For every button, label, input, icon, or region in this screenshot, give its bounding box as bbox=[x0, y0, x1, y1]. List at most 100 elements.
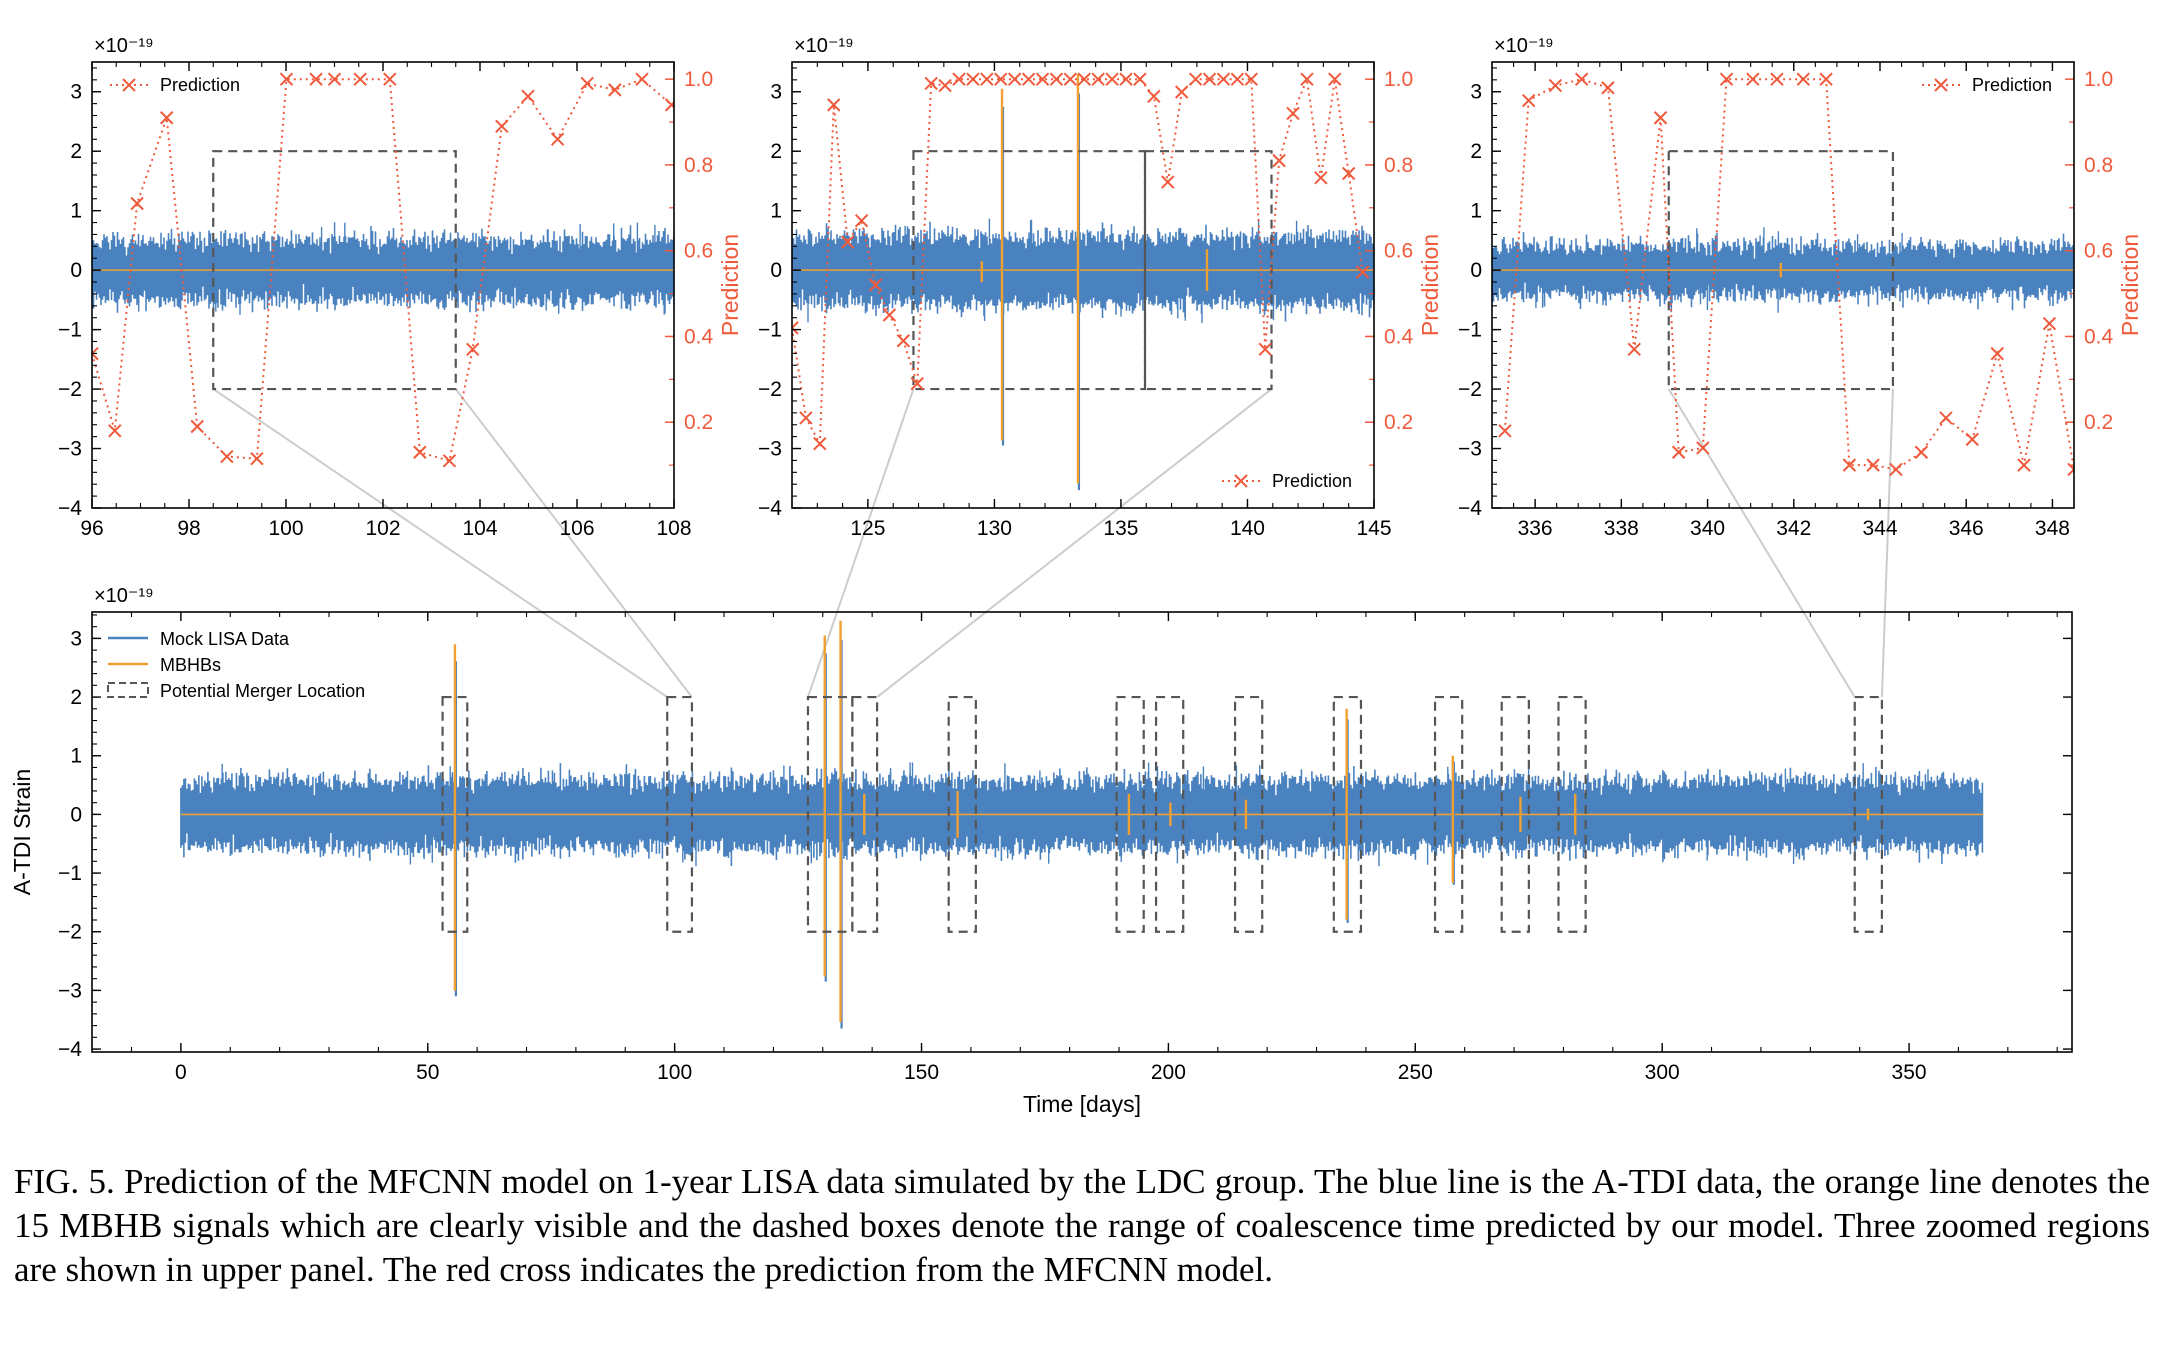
x-axis-tick-label: 200 bbox=[1151, 1061, 1186, 1084]
legend-swatch-prediction-marker bbox=[1934, 78, 1948, 92]
y-axis-tick-label: 1 bbox=[70, 745, 82, 768]
y-axis-tick-label: 2 bbox=[70, 686, 82, 709]
legend-swatch-prediction-marker bbox=[122, 78, 136, 92]
y-axis-tick-label: 2 bbox=[770, 140, 782, 163]
axes-frame bbox=[1491, 61, 2075, 509]
x-axis-tick-label: 140 bbox=[1230, 517, 1265, 540]
legend-label-prediction: Prediction bbox=[1972, 75, 2052, 95]
prediction-marker bbox=[868, 278, 883, 292]
y-axis-exponent-label: ×10⁻¹⁹ bbox=[794, 35, 854, 57]
right-axis-tick-label: 0.6 bbox=[1384, 240, 1413, 263]
prediction-marker bbox=[1866, 458, 1880, 472]
x-axis-tick-label: 348 bbox=[2035, 517, 2070, 540]
prediction-marker bbox=[1119, 72, 1133, 86]
prediction-marker bbox=[108, 424, 122, 438]
y-axis-tick-label: −4 bbox=[758, 497, 782, 520]
prediction-marker bbox=[1188, 72, 1203, 86]
zoom-connector-right bbox=[454, 388, 693, 698]
y-axis-tick-label: 1 bbox=[1470, 200, 1482, 223]
prediction-marker bbox=[1746, 72, 1760, 86]
potential-merger-box bbox=[1500, 695, 1530, 933]
y-axis-tick-label: 2 bbox=[70, 140, 82, 163]
prediction-marker bbox=[1314, 171, 1328, 185]
y-axis-label: A-TDI Strain bbox=[9, 769, 35, 896]
prediction-marker bbox=[580, 76, 594, 91]
prediction-marker bbox=[1174, 85, 1189, 99]
prediction-marker bbox=[664, 98, 674, 112]
prediction-marker bbox=[952, 72, 966, 86]
prediction-marker bbox=[1671, 445, 1686, 459]
right-axis-label: Prediction bbox=[1417, 234, 1443, 336]
x-axis-tick-label: 346 bbox=[1949, 517, 1984, 540]
figure-caption: FIG. 5. Prediction of the MFCNN model on… bbox=[14, 1162, 2150, 1289]
prediction-marker bbox=[1819, 72, 1833, 86]
y-axis-tick-label: 0 bbox=[70, 259, 82, 282]
mock-lisa-data-peaks bbox=[221, 762, 1929, 867]
zoom-connector-left bbox=[212, 388, 668, 698]
prediction-marker bbox=[1258, 342, 1272, 357]
y-axis-tick-label: −3 bbox=[58, 979, 82, 1002]
prediction-marker bbox=[854, 213, 869, 228]
prediction-marker bbox=[1548, 78, 1563, 93]
y-axis-exponent-label: ×10⁻¹⁹ bbox=[94, 35, 154, 57]
prediction-marker bbox=[190, 419, 204, 434]
prediction-marker bbox=[1244, 72, 1258, 86]
prediction-marker bbox=[966, 72, 980, 86]
prediction-marker bbox=[1161, 175, 1175, 189]
y-axis-tick-label: −3 bbox=[58, 438, 82, 461]
zoom-panel-days-335-348: 0.2 0.4 0.6 0.8 1.0 Prediction 336 338 340 342 344… bbox=[1458, 35, 2143, 540]
y-axis-tick-label: −1 bbox=[58, 319, 82, 342]
right-axis-tick-label: 0.8 bbox=[2084, 154, 2113, 177]
right-axis-tick-label: 0.4 bbox=[1384, 325, 1414, 348]
prediction-marker bbox=[896, 334, 911, 348]
mock-lisa-data-band bbox=[92, 225, 674, 314]
y-axis-exponent-label: ×10⁻¹⁹ bbox=[94, 585, 154, 607]
x-axis-tick-label: 96 bbox=[80, 517, 103, 540]
potential-merger-box bbox=[1667, 150, 1895, 391]
axes-frame bbox=[91, 611, 2073, 1053]
prediction-marker bbox=[1719, 72, 1734, 86]
y-axis-tick-label: −4 bbox=[58, 497, 82, 520]
prediction-marker bbox=[1077, 72, 1091, 86]
potential-merger-box bbox=[851, 695, 879, 933]
x-axis-tick-label: 344 bbox=[1862, 517, 1897, 540]
prediction-marker bbox=[1341, 166, 1356, 181]
prediction-marker bbox=[1796, 72, 1810, 86]
right-axis-tick-label: 1.0 bbox=[684, 68, 713, 91]
mock-lisa-data-band bbox=[792, 221, 1374, 322]
right-axis-label: Prediction bbox=[717, 234, 743, 336]
prediction-marker bbox=[159, 111, 174, 125]
right-axis-tick-label: 0.4 bbox=[2084, 325, 2114, 348]
x-axis-tick-label: 106 bbox=[559, 517, 594, 540]
y-axis-exponent-label: ×10⁻¹⁹ bbox=[1494, 35, 1554, 57]
prediction-marker bbox=[882, 308, 897, 322]
x-axis-tick-label: 50 bbox=[416, 1061, 439, 1084]
x-axis-tick-label: 342 bbox=[1776, 517, 1811, 540]
y-axis-tick-label: −2 bbox=[1458, 378, 1482, 401]
prediction-marker bbox=[1147, 89, 1161, 104]
prediction-marker bbox=[327, 72, 342, 86]
y-axis-tick-label: −1 bbox=[58, 862, 82, 885]
potential-merger-box bbox=[666, 695, 694, 933]
mock-lisa-data-band bbox=[1492, 232, 2074, 311]
x-axis-tick-label: 336 bbox=[1518, 517, 1553, 540]
x-axis-tick-label: 125 bbox=[850, 517, 885, 540]
y-axis-tick-label: −2 bbox=[58, 921, 82, 944]
axes-frame bbox=[791, 61, 1375, 509]
prediction-marker bbox=[1889, 462, 1903, 477]
prediction-marker bbox=[413, 445, 427, 459]
legend-label-box: Potential Merger Location bbox=[160, 681, 365, 701]
prediction-line bbox=[1503, 78, 2074, 471]
potential-merger-box bbox=[1557, 695, 1587, 933]
potential-merger-box bbox=[1233, 695, 1264, 933]
main-time-series-panel: 0 50 100 150 200 250 300 350 −4 −3 −2 −1 0 1 2 3 ×10⁻¹⁹ T… bbox=[9, 585, 2073, 1117]
potential-merger-box bbox=[912, 150, 1147, 391]
prediction-marker bbox=[1574, 72, 1589, 86]
prediction-marker bbox=[550, 132, 565, 146]
prediction-marker bbox=[635, 72, 649, 86]
prediction-marker bbox=[1091, 72, 1105, 86]
x-axis-tick-label: 300 bbox=[1645, 1061, 1680, 1084]
y-axis-tick-label: 2 bbox=[1470, 140, 1482, 163]
zoom-connector-right bbox=[1880, 389, 1894, 698]
prediction-marker bbox=[309, 72, 323, 86]
